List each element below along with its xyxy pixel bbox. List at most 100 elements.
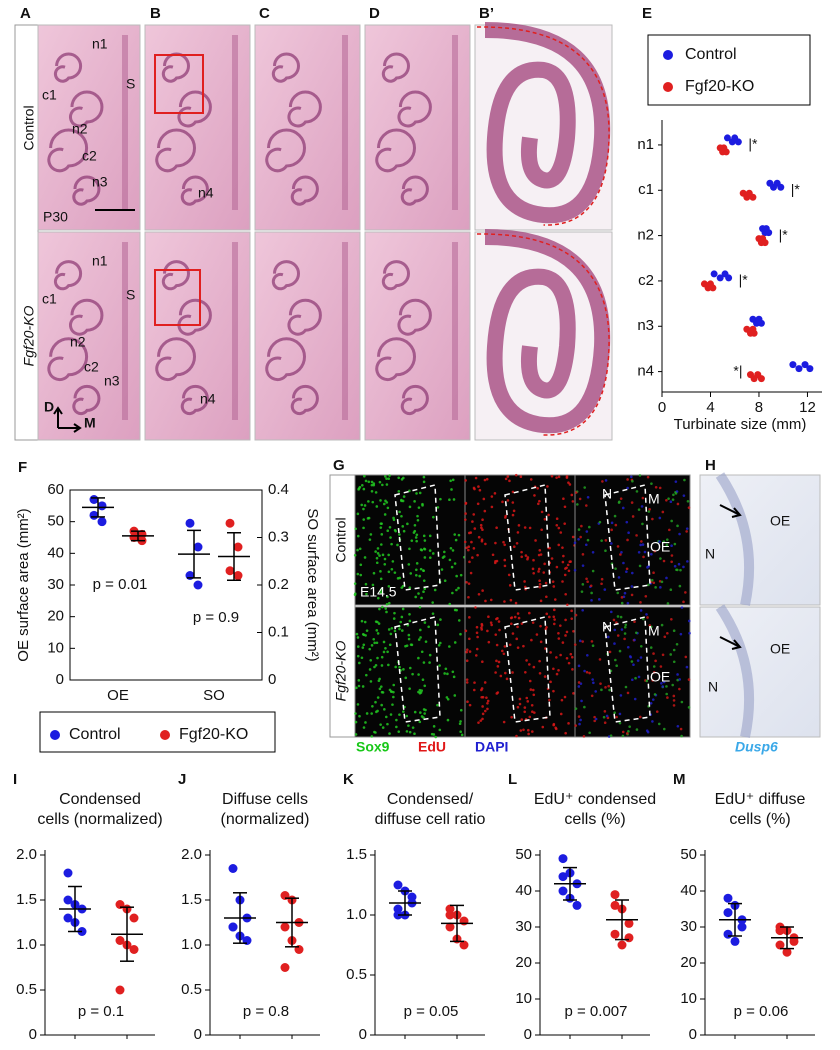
cell xyxy=(633,638,636,642)
cell xyxy=(386,529,390,533)
data-point xyxy=(750,329,758,337)
cell xyxy=(552,608,556,612)
cell xyxy=(415,562,419,565)
cell xyxy=(511,501,515,504)
data-point xyxy=(115,985,125,995)
cell xyxy=(577,528,581,531)
cell xyxy=(368,647,372,651)
cell xyxy=(464,501,468,505)
channel-label: Sox9 xyxy=(356,739,390,755)
data-point xyxy=(734,138,742,146)
cell xyxy=(389,713,393,716)
row-strip xyxy=(14,24,39,441)
cell xyxy=(380,655,384,659)
cell xyxy=(509,598,513,602)
cell xyxy=(402,668,405,671)
cell xyxy=(646,566,649,569)
cell xyxy=(446,697,450,701)
cell xyxy=(569,652,573,656)
cell xyxy=(532,665,536,669)
turbinate xyxy=(290,175,319,206)
y-tick-label: 30 xyxy=(47,576,64,593)
y-tick-label: 40 xyxy=(680,882,697,899)
cell xyxy=(375,641,379,645)
channel-label: DAPI xyxy=(475,739,508,755)
cell xyxy=(557,543,561,547)
cell xyxy=(355,632,359,636)
cell xyxy=(376,656,379,660)
p-value: p = 0.9 xyxy=(193,609,239,626)
cell xyxy=(631,479,634,483)
cell xyxy=(474,654,478,657)
data-point xyxy=(723,929,733,939)
cell xyxy=(448,645,451,648)
y-tick-label: 20 xyxy=(515,954,532,971)
cell xyxy=(665,543,669,547)
cell xyxy=(487,640,491,644)
channel-label: EdU xyxy=(418,739,446,755)
cell xyxy=(522,644,525,648)
turbinate xyxy=(53,52,83,83)
cell xyxy=(504,477,508,481)
cell xyxy=(363,474,366,478)
cell xyxy=(453,641,457,644)
turbinate xyxy=(69,298,104,336)
cell xyxy=(666,696,669,699)
cell xyxy=(676,673,679,676)
cell xyxy=(580,524,583,528)
cell xyxy=(503,558,507,562)
cell xyxy=(376,552,380,555)
cell xyxy=(659,665,663,668)
cell xyxy=(471,556,474,559)
cell xyxy=(374,664,378,667)
cell xyxy=(685,527,689,530)
cell xyxy=(481,717,484,721)
data-point xyxy=(63,913,73,923)
cell xyxy=(413,529,417,533)
y-tick-label: 10 xyxy=(47,639,64,656)
cell xyxy=(423,621,427,624)
cell xyxy=(433,588,437,592)
turbinate xyxy=(400,384,429,416)
cell xyxy=(557,631,560,635)
cell xyxy=(533,494,536,497)
cell xyxy=(407,633,411,637)
data-point xyxy=(393,880,403,890)
cell xyxy=(408,612,411,616)
cell xyxy=(417,638,421,641)
cell xyxy=(641,522,644,526)
cell xyxy=(670,560,673,564)
legend-marker xyxy=(160,730,170,740)
cell xyxy=(531,730,534,733)
stage-label: E14.5 xyxy=(360,584,397,600)
cell xyxy=(468,531,471,535)
data-point xyxy=(233,542,243,552)
cell xyxy=(588,671,591,675)
cell xyxy=(481,705,484,708)
cell xyxy=(538,585,542,589)
cell xyxy=(379,685,383,688)
cell xyxy=(650,578,654,582)
cell xyxy=(402,495,406,498)
data-point xyxy=(225,518,235,528)
cell xyxy=(639,656,643,659)
cell xyxy=(404,676,408,680)
cell xyxy=(660,623,664,627)
turbinate xyxy=(177,298,212,336)
cell xyxy=(362,487,366,491)
cell xyxy=(399,620,402,624)
cell xyxy=(481,712,485,716)
cell xyxy=(638,715,642,719)
cell xyxy=(670,519,673,523)
cell xyxy=(356,534,360,538)
cell xyxy=(627,531,630,535)
y-tick-label: 60 xyxy=(47,481,64,498)
cell xyxy=(662,727,666,731)
annotation: P30 xyxy=(43,209,68,225)
cell xyxy=(469,571,473,575)
cell xyxy=(422,579,426,582)
cell xyxy=(597,598,601,601)
cell xyxy=(376,632,380,635)
data-point xyxy=(233,571,243,580)
cell xyxy=(559,653,562,657)
